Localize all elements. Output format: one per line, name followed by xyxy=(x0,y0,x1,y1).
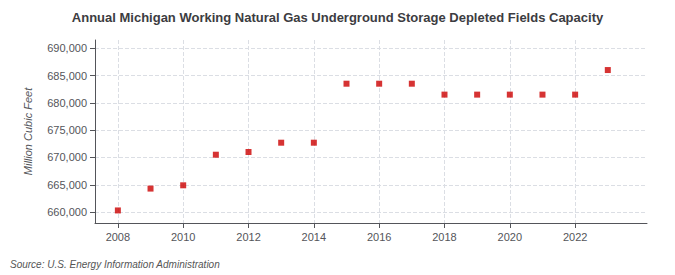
svg-text:2010: 2010 xyxy=(171,231,195,243)
svg-text:2014: 2014 xyxy=(302,231,326,243)
svg-text:2018: 2018 xyxy=(432,231,456,243)
svg-text:675,000: 675,000 xyxy=(47,124,87,136)
svg-text:685,000: 685,000 xyxy=(47,70,87,82)
svg-text:680,000: 680,000 xyxy=(47,97,87,109)
svg-text:Source: U.S. Energy Informatio: Source: U.S. Energy Information Administ… xyxy=(10,259,220,270)
svg-text:Annual Michigan Working Natura: Annual Michigan Working Natural Gas Unde… xyxy=(72,10,604,25)
svg-text:660,000: 660,000 xyxy=(47,206,87,218)
svg-text:690,000: 690,000 xyxy=(47,42,87,54)
svg-text:Million Cubic Feet: Million Cubic Feet xyxy=(22,87,34,175)
svg-text:665,000: 665,000 xyxy=(47,179,87,191)
svg-text:2012: 2012 xyxy=(236,231,260,243)
svg-text:2020: 2020 xyxy=(498,231,522,243)
svg-text:670,000: 670,000 xyxy=(47,151,87,163)
svg-text:2008: 2008 xyxy=(106,231,130,243)
svg-text:2016: 2016 xyxy=(367,231,391,243)
svg-text:2022: 2022 xyxy=(563,231,587,243)
